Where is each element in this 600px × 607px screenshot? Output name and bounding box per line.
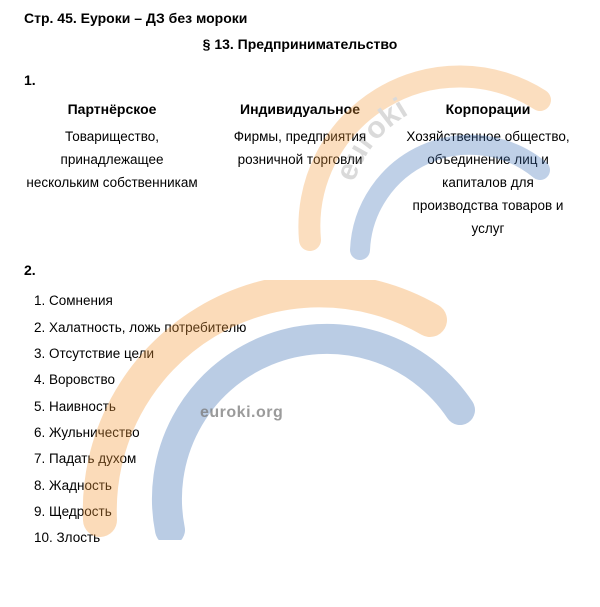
question-2-number: 2. (24, 262, 576, 278)
q1-col3-head: Корпорации (400, 98, 576, 122)
question-1-columns: Партнёрское Товарищество, принадлежащее … (24, 98, 576, 240)
q1-col1-body: Товарищество, принадлежащее нескольким с… (26, 129, 197, 190)
list-item: 1. Сомнения (34, 288, 576, 314)
section-title: § 13. Предпринимательство (24, 36, 576, 52)
list-item: 3. Отсутствие цели (34, 341, 576, 367)
list-item: 4. Воровство (34, 367, 576, 393)
q1-col-individual: Индивидуальное Фирмы, предприятия рознич… (212, 98, 388, 240)
q1-col1-head: Партнёрское (24, 98, 200, 122)
q1-col-partnership: Партнёрское Товарищество, принадлежащее … (24, 98, 200, 240)
list-item: 8. Жадность (34, 473, 576, 499)
q1-col-corporations: Корпорации Хозяйственное общество, объед… (400, 98, 576, 240)
list-item: 7. Падать духом (34, 446, 576, 472)
page-content: Стр. 45. Еуроки – ДЗ без мороки § 13. Пр… (0, 0, 600, 607)
question-1-number: 1. (24, 72, 576, 88)
list-item: 9. Щедрость (34, 499, 576, 525)
page-header: Стр. 45. Еуроки – ДЗ без мороки (24, 10, 576, 26)
list-item: 10. Злость (34, 525, 576, 551)
question-2-list: 1. Сомнения 2. Халатность, ложь потребит… (24, 288, 576, 551)
list-item: 6. Жульничество (34, 420, 576, 446)
q1-col2-head: Индивидуальное (212, 98, 388, 122)
list-item: 5. Наивность (34, 394, 576, 420)
q1-col3-body: Хозяйственное общество, объединение лиц … (406, 129, 569, 236)
list-item: 2. Халатность, ложь потребителю (34, 315, 576, 341)
q1-col2-body: Фирмы, предприятия розничной торговли (234, 129, 366, 167)
